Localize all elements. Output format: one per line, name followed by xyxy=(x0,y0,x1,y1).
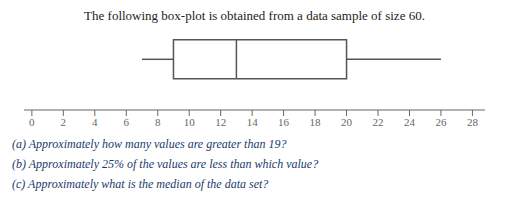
svg-text:24: 24 xyxy=(404,116,416,128)
svg-text:8: 8 xyxy=(155,116,161,128)
html-text:(b) Approximately 25% of the v: (b) Approximately 25% of the values are … xyxy=(12,157,319,171)
svg-text:6: 6 xyxy=(124,116,130,128)
svg-text:4: 4 xyxy=(92,116,98,128)
svg-text:14: 14 xyxy=(247,116,259,128)
svg-text:2: 2 xyxy=(61,116,67,128)
svg-text:12: 12 xyxy=(215,116,226,128)
html-text:(a) Approximately how many val: (a) Approximately how many values are gr… xyxy=(12,137,287,151)
svg-text:22: 22 xyxy=(373,116,384,128)
svg-text:26: 26 xyxy=(435,116,447,128)
svg-text:0: 0 xyxy=(29,116,35,128)
svg-text:16: 16 xyxy=(278,116,290,128)
svg-text:20: 20 xyxy=(341,116,353,128)
html-text:(c) Approximately what is the: (c) Approximately what is the median of … xyxy=(12,177,269,191)
html-text:The following box-plot is obta: The following box-plot is obtained from … xyxy=(84,8,425,23)
svg-text:28: 28 xyxy=(467,116,479,128)
svg-text:10: 10 xyxy=(184,116,196,128)
svg-text:18: 18 xyxy=(310,116,322,128)
